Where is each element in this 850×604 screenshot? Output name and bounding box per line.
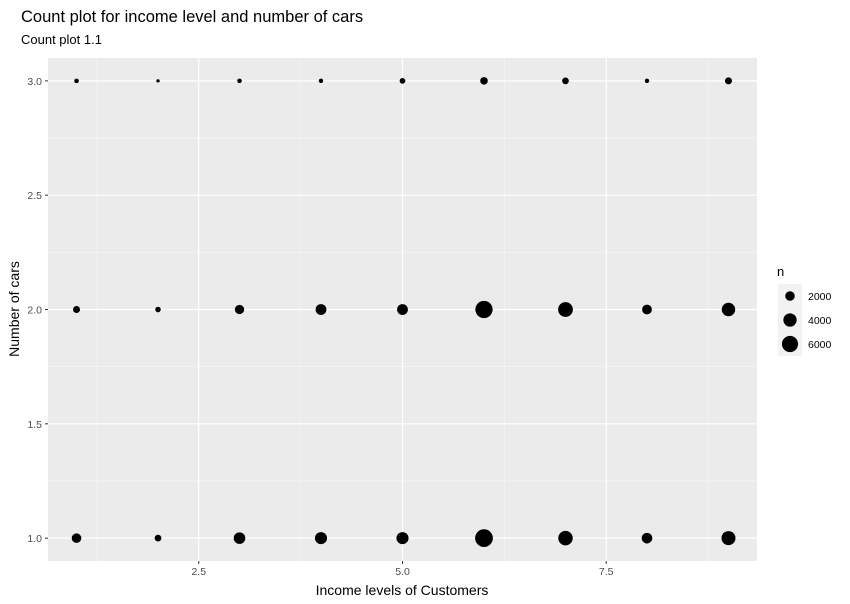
chart-title: Count plot for income level and number o… [21,8,363,26]
data-point [480,77,488,85]
data-points [71,77,736,548]
y-axis-ticks: 1.0 1.5 2.0 2.5 3.0 [27,76,48,545]
data-point [237,78,242,84]
legend-point [783,313,797,327]
data-point [154,534,162,542]
data-point [318,78,324,84]
legend-title: n [777,264,784,279]
data-point [314,532,328,545]
data-point [73,305,81,314]
x-tick-label: 2.5 [191,566,206,578]
y-tick-label: 2.5 [27,190,42,202]
y-tick-label: 1.0 [27,533,42,545]
data-point [724,77,732,85]
y-tick-label: 2.0 [27,305,42,317]
legend-label: 4000 [808,315,832,327]
data-point [558,302,573,317]
data-point [234,304,245,315]
data-point [155,306,161,313]
data-point [558,530,573,546]
data-point [721,531,736,546]
size-legend: n 2000 4000 6000 [777,264,832,356]
data-point [156,79,160,83]
x-axis-ticks: 2.5 5.0 7.5 [191,561,614,578]
x-axis-label: Income levels of Customers [316,582,489,598]
data-point [399,78,406,84]
data-point [642,304,652,315]
legend-point [781,335,799,353]
data-point [644,78,650,84]
y-axis-label: Number of cars [6,261,22,357]
data-point [475,529,493,548]
data-point [315,304,327,315]
legend-label: 6000 [808,339,832,351]
data-point [562,77,569,85]
y-tick-label: 3.0 [27,76,42,88]
data-point [641,532,653,544]
data-point [233,532,246,544]
x-tick-label: 7.5 [599,566,614,578]
data-point [721,302,736,317]
x-tick-label: 5.0 [395,566,410,578]
data-point [475,300,493,319]
legend-point [785,291,795,301]
chart-subtitle: Count plot 1.1 [21,32,102,47]
data-point [396,532,409,545]
data-point [71,533,82,543]
legend-label: 2000 [808,291,832,303]
y-tick-label: 1.5 [27,419,42,431]
data-point [74,78,79,84]
data-point [397,304,408,315]
